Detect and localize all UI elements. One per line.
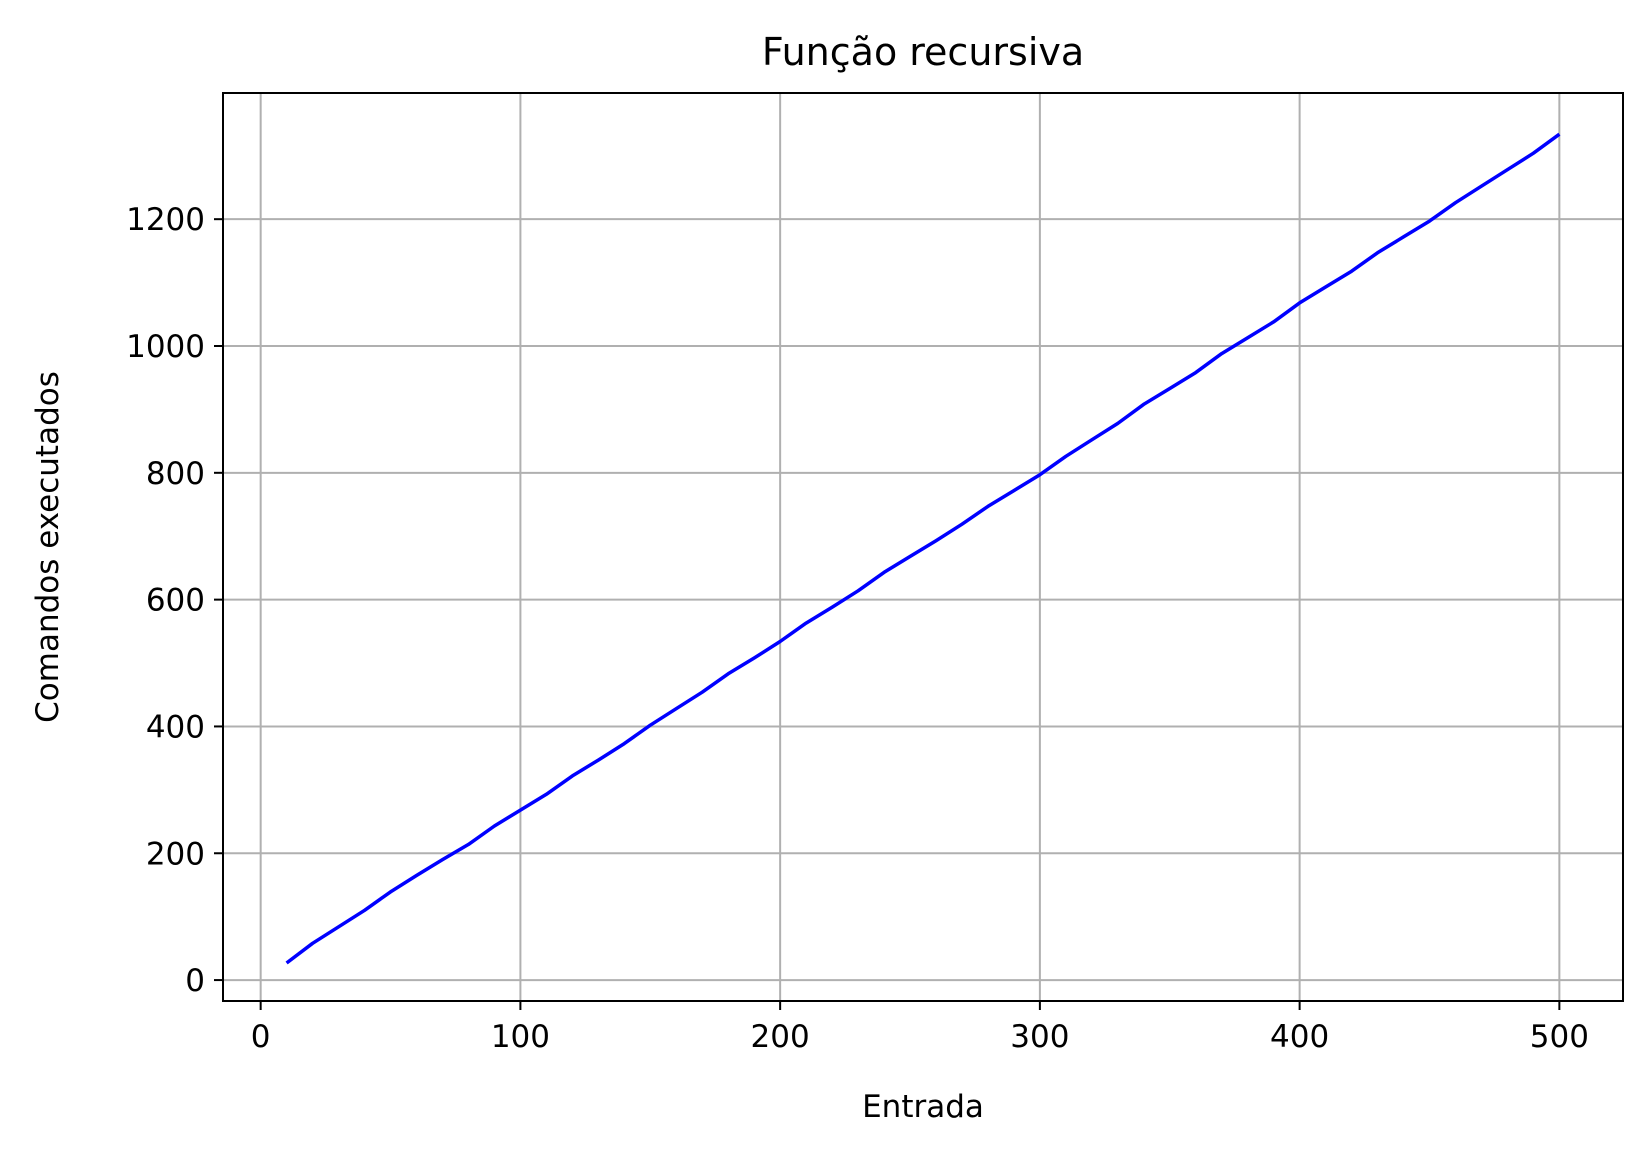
y-tick-label-0: 0 bbox=[185, 963, 205, 999]
y-tick-label-600: 600 bbox=[146, 583, 205, 619]
x-tick-label-100: 100 bbox=[491, 1019, 550, 1055]
y-tick-label-800: 800 bbox=[146, 456, 205, 492]
x-axis: 0 100 200 300 400 500 bbox=[251, 1001, 1589, 1055]
series-line-0 bbox=[285, 132, 1561, 965]
y-tick-label-1000: 1000 bbox=[126, 329, 205, 365]
x-tick-label-400: 400 bbox=[1270, 1019, 1329, 1055]
x-tick-label-200: 200 bbox=[751, 1019, 810, 1055]
y-tick-label-200: 200 bbox=[146, 836, 205, 872]
grid bbox=[223, 93, 1623, 1001]
series-layer bbox=[285, 132, 1561, 965]
y-tick-label-1200: 1200 bbox=[126, 202, 205, 238]
y-tick-label-400: 400 bbox=[146, 709, 205, 745]
x-tick-label-500: 500 bbox=[1530, 1019, 1589, 1055]
y-axis-label: Comandos executados bbox=[30, 371, 66, 723]
x-axis-label: Entrada bbox=[862, 1089, 984, 1125]
x-tick-label-300: 300 bbox=[1010, 1019, 1069, 1055]
y-axis: 0 200 400 600 800 1000 1200 bbox=[126, 202, 223, 999]
chart-title: Função recursiva bbox=[762, 30, 1084, 74]
plot-frame bbox=[222, 92, 1624, 1002]
x-tick-label-0: 0 bbox=[251, 1019, 271, 1055]
